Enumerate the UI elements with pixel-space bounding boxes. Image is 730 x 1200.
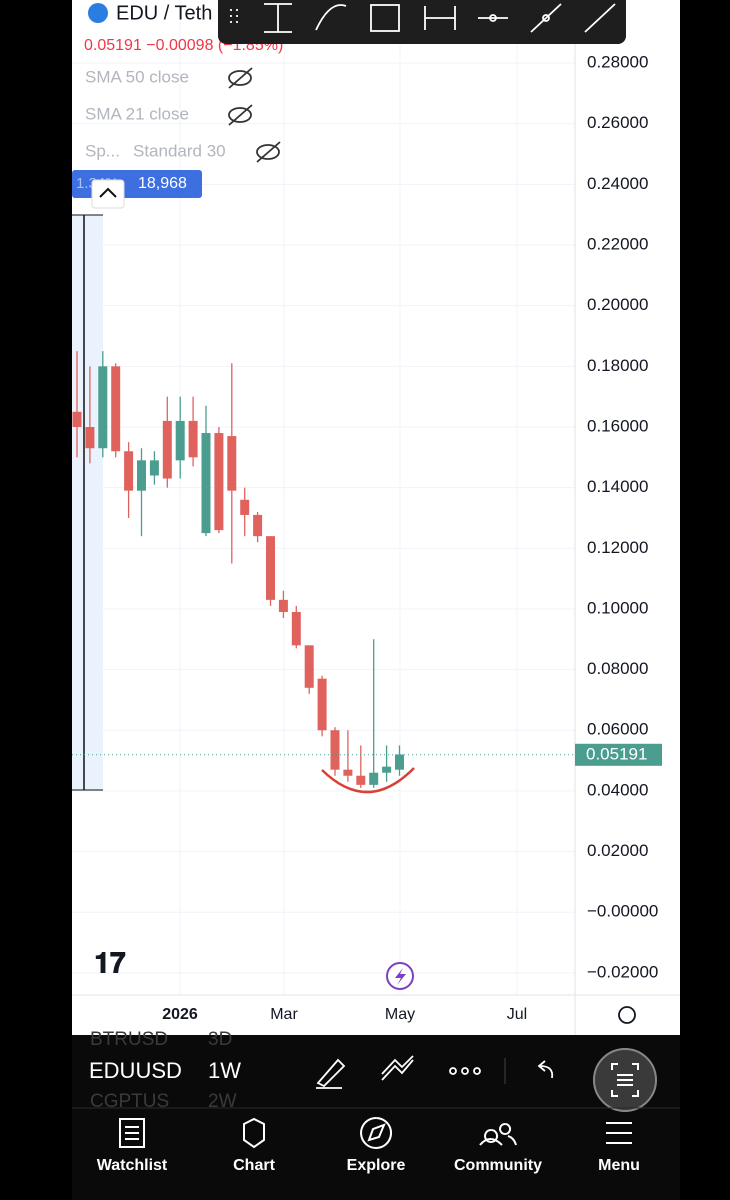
drawn-curve	[321, 767, 415, 794]
candle-body	[188, 420, 198, 458]
y-tick-label: 0.18000	[587, 356, 648, 375]
eye-icons	[228, 67, 281, 163]
candle-body	[253, 514, 263, 537]
x-tick-label: Mar	[270, 1006, 298, 1023]
nav-bar: Watchlist Chart Explore Community Menu	[97, 1117, 640, 1174]
x-tick-label: Jul	[507, 1006, 527, 1023]
measure-value: 18,968	[138, 175, 187, 192]
y-tick-label: 0.24000	[587, 174, 648, 193]
settings-icon[interactable]	[618, 1006, 636, 1024]
chevron	[99, 187, 117, 198]
coin-icon	[88, 3, 108, 23]
y-tick-label: 0.12000	[587, 538, 648, 557]
candle-body	[85, 426, 95, 449]
candle-body	[304, 645, 314, 688]
faded-symbol: CGPTUS	[90, 1091, 169, 1112]
y-tick-label: −0.02000	[587, 962, 658, 981]
nav-icon	[479, 1123, 517, 1146]
candle-body	[369, 772, 379, 785]
candle-body	[395, 754, 404, 770]
nav-label[interactable]: Explore	[347, 1157, 406, 1174]
candle-body	[382, 766, 392, 773]
toolbar-icons[interactable]	[230, 3, 671, 33]
y-tick-label: −0.00000	[587, 902, 658, 921]
bar-icons[interactable]	[316, 1055, 554, 1089]
candle-body	[227, 436, 237, 491]
candle-body	[356, 775, 366, 785]
candle-body	[266, 536, 275, 600]
candle-body	[278, 599, 288, 612]
lightning	[395, 968, 406, 985]
y-tick-label: 0.04000	[587, 780, 648, 799]
y-tick-label: 0.16000	[587, 416, 648, 435]
y-tick-label: 0.20000	[587, 295, 648, 314]
candle-body	[240, 499, 250, 515]
last-price-label: 0.05191	[586, 744, 647, 763]
indicator: SMA 21 close	[85, 104, 189, 123]
nav-icon	[360, 1117, 392, 1149]
nav-icon	[243, 1117, 265, 1149]
faded-symbol: BTRUSD	[90, 1029, 168, 1050]
candle-body	[291, 611, 301, 646]
x-tick-label: 2026	[162, 1006, 198, 1023]
last-price-box	[575, 743, 662, 766]
drawing-toolbar	[218, 0, 626, 44]
candle-body	[175, 420, 185, 461]
y-tick-label: 0.14000	[587, 477, 648, 496]
candle-body	[137, 460, 146, 491]
y-tick-label: 0.06000	[587, 720, 648, 739]
candle-body	[214, 433, 224, 531]
faded-interval: 2W	[208, 1091, 237, 1112]
y-tick-label: 0.28000	[587, 53, 648, 72]
nav-label[interactable]: Chart	[233, 1157, 275, 1174]
scan-icon	[611, 1063, 639, 1097]
candle-body	[72, 411, 82, 427]
y-tick-label: 0.08000	[587, 659, 648, 678]
bottom-panel	[72, 1035, 680, 1200]
y-tick-label: 0.22000	[587, 235, 648, 254]
nav-label[interactable]: Menu	[598, 1157, 640, 1174]
candle-body	[330, 730, 340, 770]
candles	[72, 351, 404, 788]
candle-body	[149, 460, 159, 476]
symbol-title: EDU / Teth	[116, 2, 212, 24]
measure-band	[72, 215, 103, 790]
candle-body	[162, 420, 172, 479]
candle-body	[124, 451, 134, 491]
candle-body	[98, 366, 108, 449]
faded-interval: 3D	[208, 1029, 232, 1050]
candle-body	[201, 433, 211, 534]
indicator: Sp...	[85, 141, 120, 160]
indicator-value: Standard 30	[133, 141, 226, 160]
candle-body	[111, 366, 121, 452]
interval[interactable]: 1W	[208, 1058, 241, 1083]
nav-icon	[606, 1122, 632, 1144]
x-tick-label: May	[385, 1006, 415, 1023]
indicator: SMA 50 close	[85, 67, 189, 86]
y-tick-label: 0.02000	[587, 841, 648, 860]
nav-label[interactable]: Watchlist	[97, 1157, 168, 1174]
candle-body	[343, 769, 353, 776]
symbol[interactable]: EDUUSD	[89, 1058, 182, 1083]
y-tick-label: 0.26000	[587, 113, 648, 132]
candle-body	[317, 678, 327, 731]
collapse-button[interactable]	[91, 179, 125, 209]
y-tick-label: 0.10000	[587, 598, 648, 617]
logo: 𝟏𝟕	[94, 947, 126, 978]
nav-icon	[119, 1118, 145, 1148]
nav-label[interactable]: Community	[454, 1157, 542, 1174]
